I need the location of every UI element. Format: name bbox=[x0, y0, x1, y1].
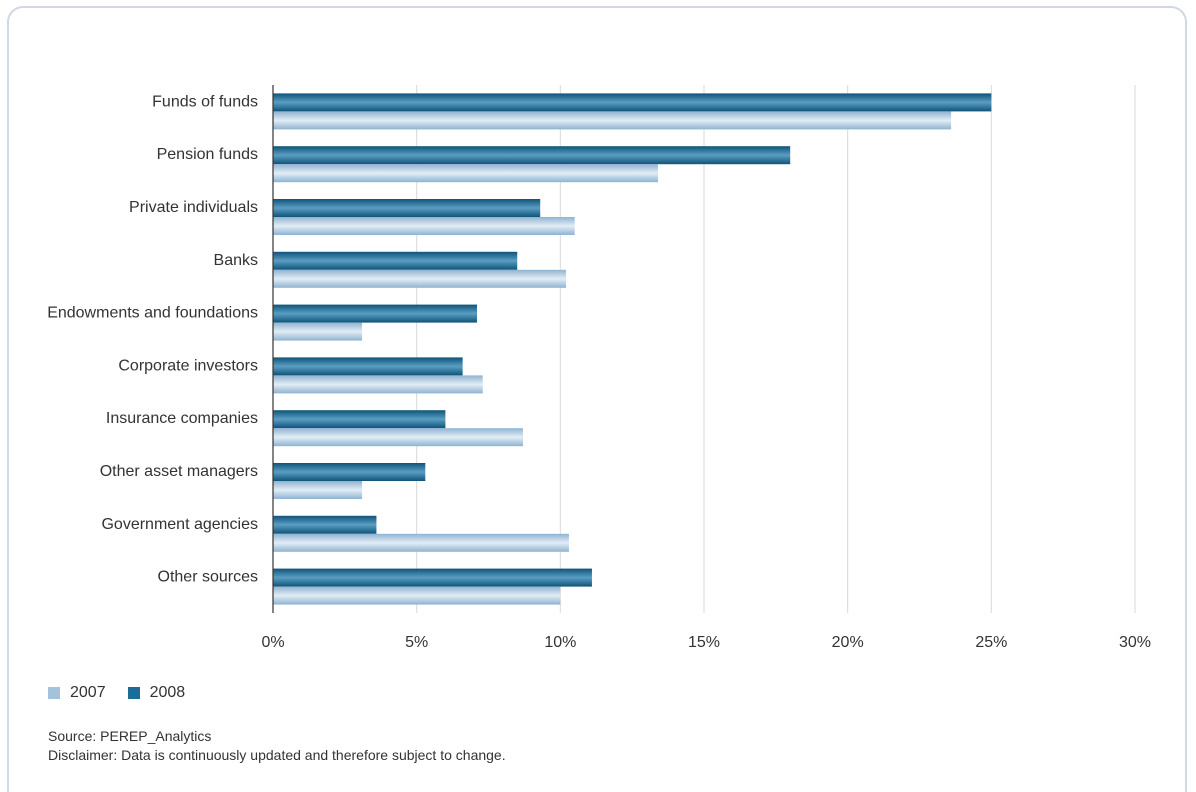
bar-2007 bbox=[273, 322, 363, 341]
bar-2007 bbox=[273, 217, 575, 235]
x-tick-labels: 0% 5% 10% 15% 20% 25% 30% bbox=[261, 634, 1151, 651]
category-labels: Funds of funds Pension funds Private indiv… bbox=[47, 93, 258, 585]
bar-2008 bbox=[273, 251, 518, 270]
bar-2007 bbox=[273, 269, 567, 288]
bar-2007 bbox=[273, 586, 561, 605]
bar-2007 bbox=[273, 428, 523, 447]
bar-2008 bbox=[273, 463, 426, 481]
bars bbox=[273, 93, 992, 605]
x-tick-label: 0% bbox=[261, 634, 284, 651]
bar-2008 bbox=[273, 568, 592, 587]
category-label: Pension funds bbox=[157, 146, 258, 163]
bar-2007 bbox=[273, 481, 363, 499]
category-label: Other sources bbox=[158, 569, 258, 586]
category-label: Corporate investors bbox=[118, 357, 258, 374]
category-label: Other asset managers bbox=[100, 463, 258, 480]
category-label: Banks bbox=[214, 252, 258, 269]
bar-2007 bbox=[273, 533, 569, 552]
bar-2008 bbox=[273, 357, 463, 376]
category-label: Endowments and foundations bbox=[47, 305, 258, 322]
category-label: Private individuals bbox=[129, 199, 258, 216]
x-tick-label: 5% bbox=[405, 634, 428, 651]
legend: 2007 2008 bbox=[48, 684, 207, 702]
legend-label-2007: 2007 bbox=[70, 684, 106, 701]
x-tick-label: 25% bbox=[975, 634, 1007, 651]
bar-2008 bbox=[273, 410, 446, 429]
legend-label-2008: 2008 bbox=[149, 684, 186, 701]
bar-2007 bbox=[273, 375, 483, 394]
legend-swatch-2007 bbox=[48, 687, 60, 699]
source-note: Source: PEREP_Analytics bbox=[48, 728, 212, 744]
bar-2008 bbox=[273, 93, 992, 112]
bar-2008 bbox=[273, 199, 541, 217]
bar-2007 bbox=[273, 111, 952, 130]
x-tick-label: 30% bbox=[1119, 634, 1151, 651]
category-label: Government agencies bbox=[101, 516, 258, 533]
bar-2008 bbox=[273, 146, 791, 165]
chart-card bbox=[7, 6, 1187, 792]
category-label: Funds of funds bbox=[152, 93, 258, 110]
x-tick-label: 15% bbox=[688, 634, 720, 651]
legend-item-2007: 2007 bbox=[48, 684, 106, 702]
bar-2008 bbox=[273, 304, 478, 323]
legend-swatch-2008 bbox=[127, 687, 140, 699]
bar-2008 bbox=[273, 515, 377, 534]
category-label: Insurance companies bbox=[106, 410, 258, 427]
disclaimer-note: Disclaimer: Data is continuously updated… bbox=[48, 747, 506, 763]
x-tick-label: 20% bbox=[832, 634, 864, 651]
bar-2007 bbox=[273, 164, 659, 183]
bar-chart: Funds of funds Pension funds Private indiv… bbox=[47, 85, 1151, 651]
x-tick-label: 10% bbox=[544, 634, 576, 651]
legend-item-2008: 2008 bbox=[127, 684, 186, 702]
